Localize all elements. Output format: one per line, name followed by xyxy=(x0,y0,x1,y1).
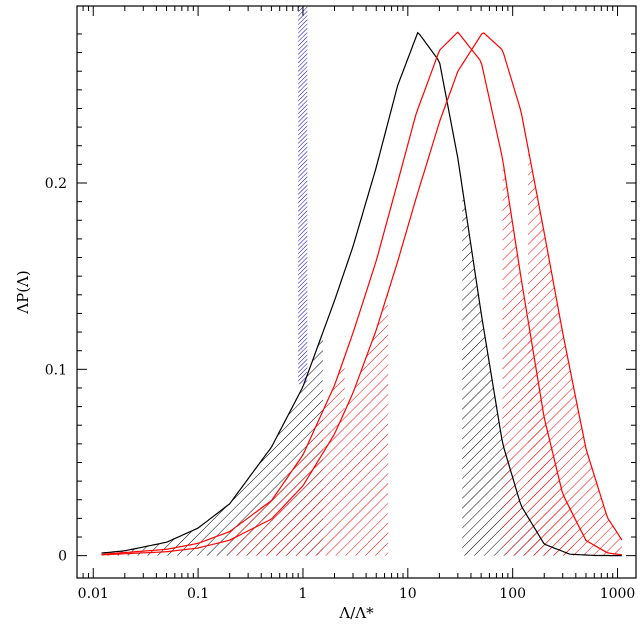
x-tick-label: 0.01 xyxy=(78,586,109,602)
series-line-0 xyxy=(101,31,622,557)
shaded-region-1-0 xyxy=(229,476,288,556)
y-axis-label: ΛP(Λ) xyxy=(14,270,32,314)
shaded-region-0-0 xyxy=(101,507,225,556)
x-tick-label: 100 xyxy=(499,586,526,602)
x-tick-label: 0.1 xyxy=(187,586,209,602)
x-axis-label: Λ/Λ* xyxy=(338,604,374,622)
shaded-region-1-1 xyxy=(288,356,345,556)
axis-ticks xyxy=(76,6,636,578)
y-tick-label: 0.1 xyxy=(45,362,67,378)
x-tick-label: 10 xyxy=(399,586,417,602)
series-line-1 xyxy=(101,31,622,556)
vertical-band-hatch xyxy=(298,6,308,385)
y-tick-label: 0 xyxy=(58,549,67,565)
plot-frame xyxy=(76,5,637,579)
x-tick-label: 1000 xyxy=(600,586,636,602)
series-curves xyxy=(101,31,623,557)
x-tick-label: 1 xyxy=(298,586,307,602)
shaded-region-2-2 xyxy=(569,367,622,556)
shaded-region-2-0 xyxy=(344,291,389,556)
shaded-region-2-1 xyxy=(528,147,570,556)
series-line-2 xyxy=(101,32,623,556)
tick-labels: 0.01 0.1 1 10 100 1000 0 0.1 0.2 xyxy=(45,176,636,602)
vertical-band xyxy=(298,6,308,385)
shaded-region-0-2 xyxy=(462,187,506,556)
shaded-regions xyxy=(101,147,622,556)
y-tick-label: 0.2 xyxy=(45,176,67,192)
